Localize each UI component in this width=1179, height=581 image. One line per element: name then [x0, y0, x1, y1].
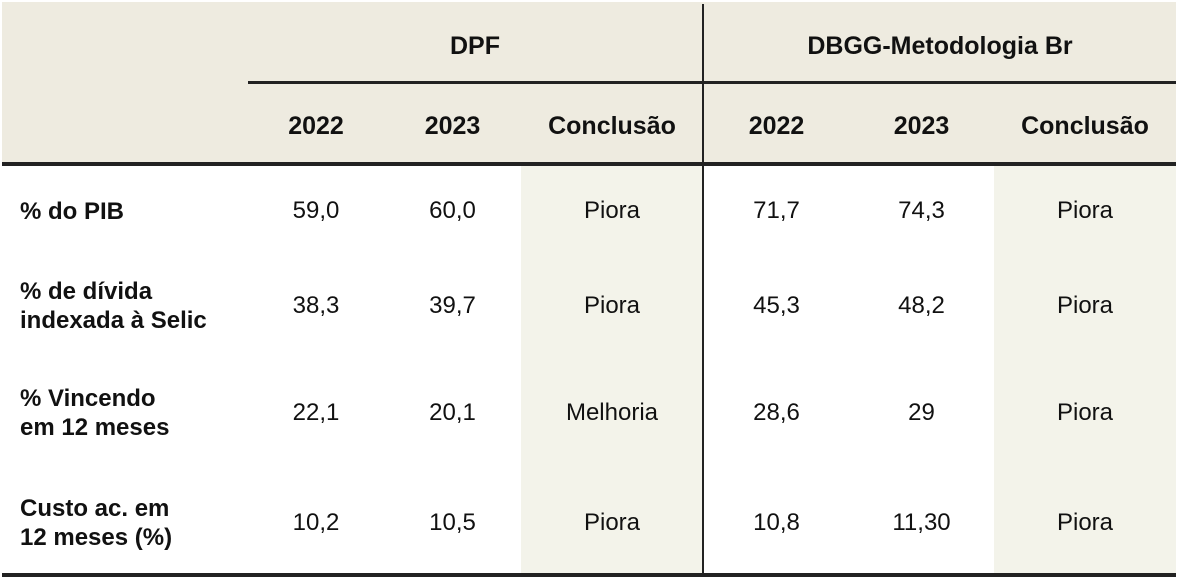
column-header-dbgg-conclusion: Conclusão	[1021, 111, 1149, 140]
row-label: % Vincendo em 12 meses	[20, 385, 170, 441]
table-cell: Melhoria	[565, 399, 659, 426]
table-cell: 20,1	[429, 399, 476, 426]
table-cell: 10,5	[429, 509, 476, 536]
table-cell: 11,30	[892, 509, 951, 536]
column-header-dbgg-2023: 2023	[893, 111, 950, 140]
table-cell: Piora	[583, 292, 641, 319]
group-header-rule	[248, 81, 1176, 84]
row-label: % de dívida indexada à Selic	[20, 278, 207, 334]
table-cell: Piora	[583, 197, 641, 224]
table-cell: 28,6	[753, 399, 800, 426]
table-cell: 71,7	[753, 197, 800, 224]
table-cell: Piora	[1056, 509, 1114, 536]
table-cell: Piora	[583, 509, 641, 536]
column-header-dpf-2022: 2022	[288, 111, 344, 140]
table-cell: Piora	[1056, 399, 1114, 426]
table-cell: 10,8	[753, 509, 800, 536]
table-cell: 38,3	[292, 292, 340, 319]
table-cell: 60,0	[429, 197, 476, 224]
column-header-rule	[2, 162, 1176, 166]
column-header-dpf-conclusion: Conclusão	[548, 111, 676, 140]
table-cell: 74,3	[898, 197, 945, 224]
table-cell: 39,7	[429, 292, 476, 319]
column-header-dbgg-2022: 2022	[748, 111, 805, 140]
table-cell: Piora	[1056, 197, 1114, 224]
table-cell: 48,2	[898, 292, 945, 319]
table-bottom-rule	[2, 573, 1176, 577]
group-divider	[702, 4, 704, 574]
dpf-conclusion-column-shade	[521, 164, 703, 574]
table-cell: 10,2	[292, 509, 340, 536]
column-header-dpf-2023: 2023	[424, 111, 481, 140]
row-label: % do PIB	[20, 197, 125, 225]
row-label: Custo ac. em 12 meses (%)	[20, 495, 173, 551]
table-cell: Piora	[1056, 292, 1114, 319]
dbgg-conclusion-column-shade	[994, 164, 1176, 574]
group-header-dpf: DPF	[450, 31, 500, 60]
table-cell: 59,0	[292, 197, 340, 224]
table-cell: 45,3	[753, 292, 800, 319]
table-cell: 29	[908, 399, 935, 426]
table-cell: 22,1	[292, 399, 340, 426]
group-header-dbgg: DBGG-Metodologia Br	[807, 31, 1073, 60]
